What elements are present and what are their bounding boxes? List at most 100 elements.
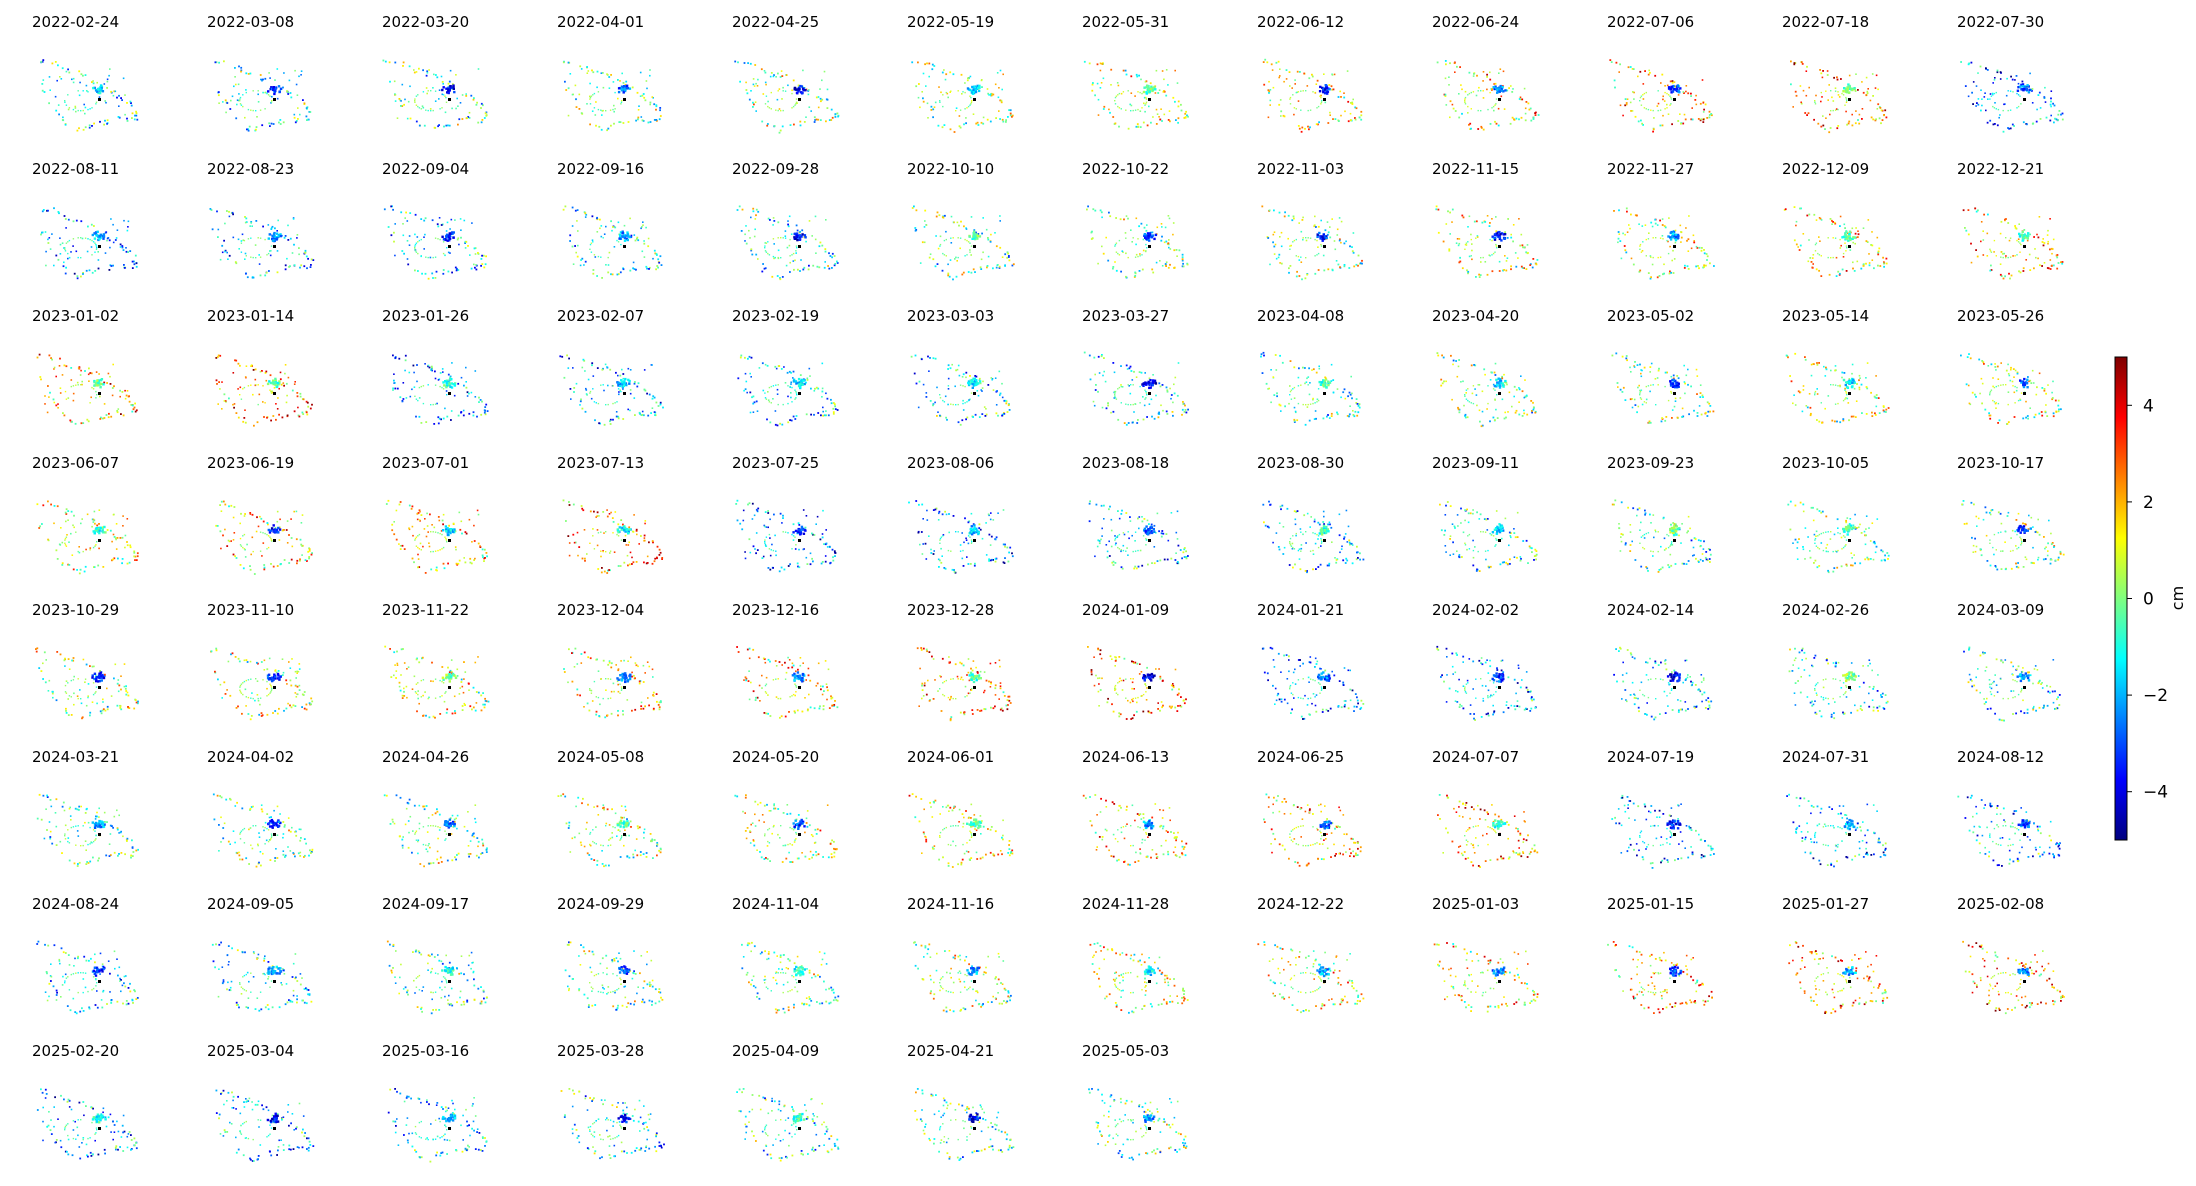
scatter-point: [1464, 98, 1466, 100]
scatter-point: [927, 355, 929, 358]
scatter-point: [1132, 109, 1134, 112]
scatter-point: [121, 246, 124, 249]
scatter-point: [271, 237, 274, 241]
scatter-point: [1002, 120, 1005, 123]
scatter-point: [622, 381, 626, 385]
scatter-point: [2016, 239, 2018, 242]
scatter-point: [1278, 403, 1281, 406]
scatter-point: [632, 261, 635, 264]
scatter-point: [1172, 414, 1174, 417]
scatter-point: [1524, 112, 1527, 115]
scatter-point: [1357, 254, 1360, 257]
scatter-point: [1461, 214, 1464, 217]
scatter-point: [244, 421, 247, 424]
scatter-point: [607, 256, 609, 259]
scatter-point: [1140, 222, 1143, 225]
scatter-point: [953, 131, 956, 133]
scatter-point: [418, 124, 421, 127]
scatter-point: [1457, 244, 1460, 247]
scatter-point: [485, 255, 487, 258]
scatter-point: [228, 210, 230, 213]
scatter-point: [791, 107, 793, 109]
scatter-point: [1507, 411, 1509, 413]
scatter-point: [1989, 248, 1991, 250]
scatter-point: [432, 109, 434, 112]
scatter-point: [1489, 78, 1492, 81]
scatter-point: [1849, 238, 1852, 242]
scatter-point: [1649, 255, 1652, 257]
scatter-point: [1480, 257, 1482, 259]
scatter-point: [414, 233, 416, 236]
scatter-point: [930, 105, 933, 108]
scatter-point: [591, 362, 594, 365]
scatter-point: [965, 418, 967, 421]
scatter-point: [788, 370, 791, 373]
scatter-point: [985, 413, 988, 416]
scatter-point: [1155, 394, 1157, 397]
scatter-point: [1320, 101, 1323, 103]
scatter-point: [1671, 86, 1675, 89]
scatter-point: [1142, 249, 1145, 252]
scatter-point: [1638, 270, 1641, 273]
scene-panel: 2022-12-21: [1957, 160, 2064, 280]
scene-panel: 2023-02-19: [732, 307, 839, 427]
scatter-point: [805, 413, 808, 416]
scatter-point: [1521, 390, 1524, 393]
scatter-point: [1664, 91, 1666, 94]
scatter-point: [623, 236, 627, 240]
scatter-point: [1306, 273, 1309, 276]
scatter-point: [1523, 396, 1526, 399]
scatter-point: [1290, 398, 1293, 400]
scatter-point: [1879, 265, 1882, 267]
scatter-point: [2018, 223, 2020, 225]
scatter-point: [1263, 354, 1265, 357]
scatter-point: [134, 410, 137, 413]
scatter-point: [945, 230, 947, 233]
scatter-point: [1268, 92, 1270, 94]
scatter-point: [447, 373, 450, 376]
scatter-point: [820, 414, 822, 417]
scatter-point: [633, 397, 636, 399]
scatter-point: [1486, 273, 1489, 276]
scatter-point: [1820, 91, 1822, 94]
scatter-point: [1151, 381, 1154, 384]
scatter-point: [295, 120, 298, 122]
scatter-point: [1121, 250, 1124, 252]
scatter-point: [2061, 118, 2064, 121]
scatter-point: [80, 257, 82, 259]
scatter-point: [1464, 248, 1466, 250]
scatter-point: [596, 231, 599, 233]
scatter-point: [1702, 102, 1705, 104]
scatter-point: [967, 105, 970, 108]
scatter-point: [219, 354, 222, 357]
scatter-point: [647, 245, 650, 248]
scatter-point: [273, 236, 276, 240]
scatter-point: [1182, 265, 1185, 268]
scatter-point: [754, 228, 756, 231]
scatter-point: [1808, 213, 1811, 216]
scatter-point: [1348, 413, 1351, 416]
scatter-point: [107, 416, 110, 419]
scatter-point: [1148, 377, 1151, 380]
scatter-point: [103, 123, 105, 126]
scatter-point: [470, 391, 473, 394]
scatter-point: [648, 266, 651, 269]
scatter-point: [2050, 105, 2052, 108]
scatter-point: [1842, 256, 1845, 258]
scatter-point: [484, 263, 487, 266]
scatter-point: [647, 121, 650, 124]
scatter-point: [1120, 108, 1122, 110]
scatter-point: [404, 354, 407, 357]
scatter-point: [1496, 88, 1499, 91]
scatter-point: [617, 97, 619, 100]
scatter-point: [100, 416, 102, 419]
scatter-point: [1148, 90, 1152, 93]
scatter-point: [1501, 375, 1503, 378]
scatter-point: [1269, 99, 1272, 102]
scatter-point: [620, 379, 623, 382]
scatter-point: [272, 415, 275, 417]
scatter-point: [2047, 267, 2050, 270]
scatter-point: [303, 265, 306, 268]
scatter-point: [918, 380, 921, 383]
scatter-point: [1352, 232, 1355, 234]
